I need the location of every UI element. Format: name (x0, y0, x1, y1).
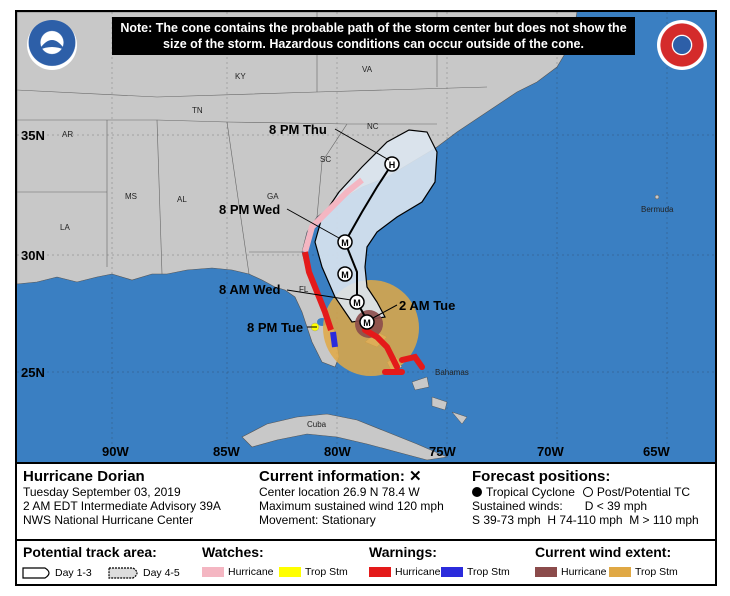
legend-watch-hurricane: Hurricane (202, 566, 274, 578)
legend-day13: Day 1-3 (21, 566, 92, 580)
hurricane-watch-coast (302, 177, 364, 253)
sustained-label: Sustained winds: (472, 499, 563, 513)
cone-note: Note: The cone contains the probable pat… (112, 17, 635, 55)
lon-75w: 75W (429, 444, 456, 459)
watch-hurricane-swatch (202, 567, 224, 577)
nws-logo (657, 20, 707, 70)
us-land (17, 12, 578, 368)
state-ky: KY (235, 72, 246, 81)
info-panel: Hurricane Dorian Tuesday September 03, 2… (17, 462, 715, 586)
cuba (241, 413, 449, 461)
wind-h: H 74-110 mph (547, 513, 623, 527)
current-wind: Maximum sustained wind 120 mph (259, 499, 444, 513)
symbol-m2: M (341, 270, 349, 280)
storm-advisory: 2 AM EDT Intermediate Advisory 39A (23, 499, 221, 513)
warn-hurricane-swatch (369, 567, 391, 577)
state-al: AL (177, 195, 187, 204)
storm-date: Tuesday September 03, 2019 (23, 485, 181, 499)
lat-30n: 30N (21, 248, 45, 263)
forecast-heading: Forecast positions: (472, 468, 611, 485)
callout-8pm-wed: 8 PM Wed (219, 202, 281, 217)
lon-80w: 80W (324, 444, 351, 459)
wind-hurricane-label: Hurricane (561, 566, 607, 578)
callout-2am-tue: 2 AM Tue (399, 298, 456, 313)
lon-65w: 65W (643, 444, 670, 459)
bermuda-island (654, 194, 660, 200)
state-sc: SC (320, 155, 332, 164)
state-ga: GA (267, 192, 279, 201)
callout-leaders (286, 128, 398, 328)
warn-hurricane-label: Hurricane (395, 566, 441, 578)
callout-8pm-thu: 8 PM Thu (269, 122, 327, 137)
current-mark-icon: ✕ (409, 468, 422, 485)
watch-hurricane-label: Hurricane (228, 566, 274, 578)
legend-warn-trop: Trop Stm (441, 566, 510, 578)
legend-wind-title: Current wind extent: (535, 544, 672, 560)
current-location: Center location 26.9 N 78.4 W (259, 485, 420, 499)
state-tn: TN (192, 106, 203, 115)
state-la: LA (60, 223, 70, 232)
forecast-positions: Forecast positions: Tropical Cyclone Pos… (472, 468, 699, 527)
callout-8pm-tue: 8 PM Tue (247, 320, 304, 335)
lat-25n: 25N (21, 365, 45, 380)
legend-wind-trop: Trop Stm (609, 566, 678, 578)
storm-title: Hurricane Dorian (23, 468, 145, 485)
tropical-cyclone-label: Tropical Cyclone (486, 485, 575, 499)
bahamas-hurricane-warning (362, 327, 425, 375)
watch-trop-label: Trop Stm (305, 566, 348, 578)
place-bahamas: Bahamas (435, 368, 469, 377)
legend-day45: Day 4-5 (107, 566, 180, 580)
day13-cone-icon (22, 567, 50, 579)
current-info: Current information: ✕ Center location 2… (259, 468, 444, 527)
legend-warnings-title: Warnings: (369, 544, 437, 560)
symbol-m1: M (341, 238, 349, 248)
post-tc-label: Post/Potential TC (596, 485, 691, 499)
symbol-h: H (389, 160, 396, 170)
storm-center: NWS National Hurricane Center (23, 513, 194, 527)
wind-d: D < 39 mph (584, 499, 648, 513)
watch-trop-swatch (279, 567, 301, 577)
place-bermuda: Bermuda (641, 205, 674, 214)
legend-watches-title: Watches: (202, 544, 264, 560)
current-heading: Current information: (259, 468, 405, 485)
lon-90w: 90W (102, 444, 129, 459)
trop-storm-warning-coast (330, 331, 338, 348)
lon-85w: 85W (213, 444, 240, 459)
state-nc: NC (367, 122, 379, 131)
symbol-m4: M (363, 318, 371, 328)
day45-cone-icon (108, 567, 138, 579)
symbol-m3: M (353, 298, 361, 308)
lon-70w: 70W (537, 444, 564, 459)
lat-35n: 35N (21, 128, 45, 143)
wind-trop-swatch (609, 567, 631, 577)
hurricane-warning-coast (302, 251, 334, 331)
wind-s: S 39-73 mph (472, 513, 541, 527)
state-fl: FL (299, 285, 309, 294)
warn-trop-swatch (441, 567, 463, 577)
callout-8am-wed: 8 AM Wed (219, 282, 281, 297)
legend-warn-hurricane: Hurricane (369, 566, 441, 578)
state-ar: AR (62, 130, 74, 139)
legend-wind-hurricane: Hurricane (535, 566, 607, 578)
place-cuba: Cuba (307, 420, 327, 429)
hurricane-map: H M M M M (17, 12, 715, 462)
post-tc-icon (582, 487, 593, 497)
legend-track-title: Potential track area: (23, 544, 157, 560)
state-ms: MS (125, 192, 137, 201)
noaa-logo (27, 20, 77, 70)
state-va: VA (362, 65, 373, 74)
wind-hurricane-swatch (535, 567, 557, 577)
day13-label: Day 1-3 (55, 567, 92, 579)
storm-info: Hurricane Dorian Tuesday September 03, 2… (23, 468, 221, 527)
legend: Potential track area: Watches: Warnings:… (17, 539, 715, 586)
day45-label: Day 4-5 (143, 567, 180, 579)
legend-watch-trop: Trop Stm (279, 566, 348, 578)
warn-trop-label: Trop Stm (467, 566, 510, 578)
wind-m: M > 110 mph (629, 513, 699, 527)
forecast-symbols: H M M M M (337, 156, 400, 330)
current-movement: Movement: Stationary (259, 513, 376, 527)
wind-trop-label: Trop Stm (635, 566, 678, 578)
tropical-cyclone-icon (472, 487, 482, 497)
forecast-graphic: H M M M M Note: The cone contains the pr… (15, 10, 717, 586)
